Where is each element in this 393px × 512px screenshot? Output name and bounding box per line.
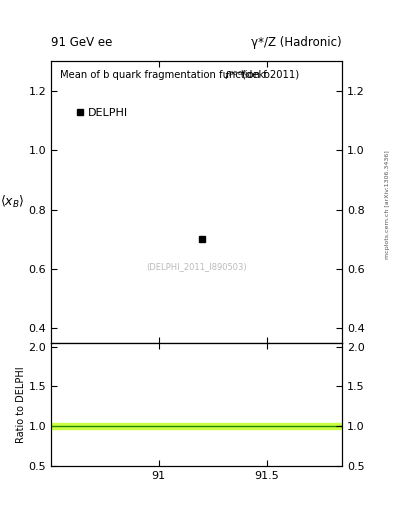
- Text: 91 GeV ee: 91 GeV ee: [51, 36, 112, 49]
- Text: (deko2011): (deko2011): [239, 70, 299, 80]
- Bar: [51, 423, 342, 430]
- Text: $\mathit{f}^{\rm peak}$: $\mathit{f}^{\rm peak}$: [224, 69, 248, 82]
- Legend: DELPHI: DELPHI: [71, 103, 132, 122]
- Text: γ*/Z (Hadronic): γ*/Z (Hadronic): [251, 36, 342, 49]
- Text: Mean of b quark fragmentation function f: Mean of b quark fragmentation function f: [60, 70, 266, 80]
- Y-axis label: Ratio to DELPHI: Ratio to DELPHI: [16, 366, 26, 443]
- Text: mcplots.cern.ch [arXiv:1306.3436]: mcplots.cern.ch [arXiv:1306.3436]: [385, 151, 389, 259]
- Text: (DELPHI_2011_I890503): (DELPHI_2011_I890503): [146, 262, 247, 271]
- Y-axis label: $\langle x_B \rangle$: $\langle x_B \rangle$: [0, 194, 24, 210]
